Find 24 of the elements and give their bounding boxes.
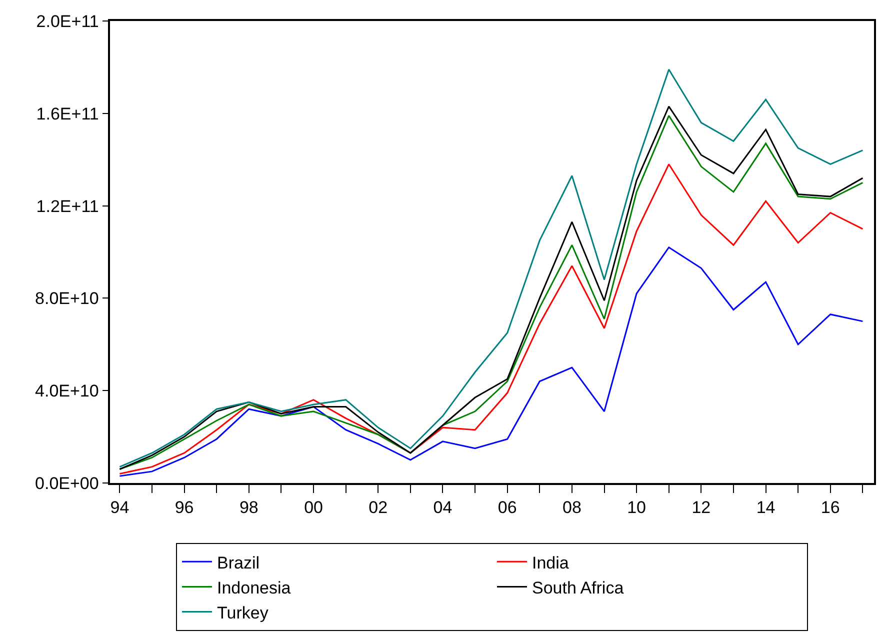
x-tick-label: 02 bbox=[368, 498, 388, 518]
legend-label: India bbox=[532, 553, 570, 572]
y-tick-label: 1.6E+11 bbox=[36, 104, 99, 124]
x-tick-label: 16 bbox=[820, 498, 840, 518]
x-tick-label: 98 bbox=[239, 498, 258, 518]
legend-label: Turkey bbox=[217, 603, 269, 622]
x-tick-label: 06 bbox=[498, 498, 517, 518]
x-tick-label: 04 bbox=[433, 498, 452, 518]
line-series bbox=[118, 246, 864, 477]
x-tick-label: 00 bbox=[304, 498, 323, 518]
legend-label: Indonesia bbox=[217, 578, 292, 598]
y-tick-label: 4.0E+10 bbox=[35, 382, 99, 401]
x-tick-label: 94 bbox=[110, 498, 130, 518]
x-tick-label: 08 bbox=[562, 498, 582, 518]
y-tick-label: 2.0E+11 bbox=[36, 12, 99, 31]
y-tick-label: 8.0E+10 bbox=[35, 289, 99, 308]
y-tick-label: 1.2E+11 bbox=[36, 196, 99, 216]
x-tick-label: 10 bbox=[627, 498, 646, 518]
x-tick-label: 96 bbox=[174, 498, 194, 518]
legend-label: South Africa bbox=[532, 578, 624, 598]
y-tick-label: 0.0E+00 bbox=[35, 474, 99, 493]
legend-label: Brazil bbox=[217, 553, 260, 572]
x-tick-label: 14 bbox=[756, 498, 776, 518]
x-tick-label: 12 bbox=[692, 498, 711, 518]
